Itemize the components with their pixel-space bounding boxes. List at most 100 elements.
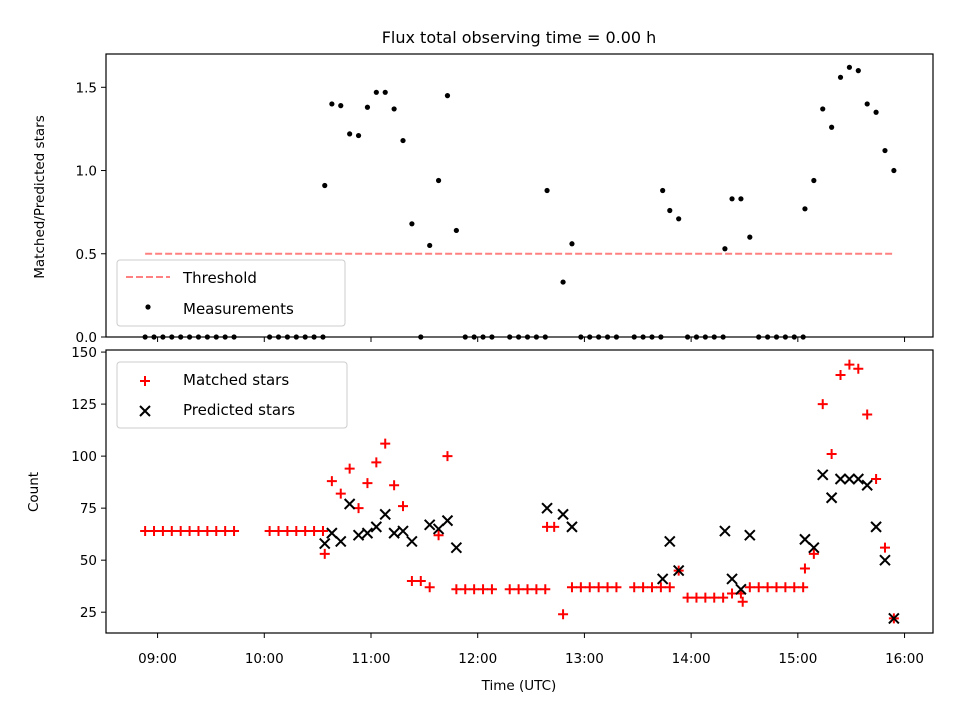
predicted-star-point	[566, 521, 578, 533]
matched-star-point	[737, 596, 748, 607]
measurement-point	[738, 196, 744, 202]
matched-star-point	[646, 582, 657, 593]
matched-star-point	[175, 526, 186, 537]
bottom-y-axis-label: Count	[26, 472, 42, 512]
predicted-star-point	[719, 525, 731, 537]
matched-star-point	[602, 582, 613, 593]
matched-star-point	[513, 584, 524, 595]
matched-star-point	[762, 582, 773, 593]
predicted-star-point	[343, 498, 356, 510]
matched-star-point	[460, 584, 471, 595]
legend-matched-label: Matched stars	[183, 371, 289, 389]
matched-star-point	[273, 526, 284, 537]
bottom-legend-box	[116, 361, 348, 429]
measurement-point	[891, 167, 897, 174]
top-y-tick-label: 0.0	[76, 330, 97, 346]
matched-star-point	[335, 488, 346, 499]
measurement-point	[667, 207, 673, 214]
matched-star-point	[389, 480, 400, 491]
matched-star-point	[844, 359, 855, 370]
predicted-star-point	[870, 521, 882, 533]
measurement-point	[820, 106, 826, 112]
bottom-x-axis-label: Time (UTC)	[481, 678, 557, 694]
matched-star-point	[798, 582, 809, 593]
measurement-point	[382, 89, 388, 95]
measurement-point	[329, 101, 335, 107]
matched-star-point	[433, 530, 444, 541]
measurement-point	[660, 187, 666, 194]
matched-star-point	[504, 584, 515, 595]
bottom-x-tick-label: 12:00	[458, 651, 497, 667]
matched-star-point	[326, 476, 337, 487]
predicted-star-point	[352, 529, 365, 541]
matched-star-point	[451, 584, 462, 595]
matched-star-point	[157, 526, 168, 537]
matched-star-point	[380, 438, 391, 449]
bottom-x-tick-label: 14:00	[672, 651, 711, 667]
measurement-point	[676, 216, 682, 222]
measurement-point	[837, 74, 844, 80]
matched-star-point	[682, 592, 693, 603]
measurement-point	[873, 109, 879, 115]
measurement-point	[322, 182, 328, 189]
predicted-star-point	[735, 583, 747, 596]
matched-star-point	[398, 501, 409, 512]
matched-star-point	[611, 582, 622, 593]
measurement-point	[427, 242, 433, 249]
matched-star-point	[371, 457, 382, 468]
predicted-star-point	[541, 502, 553, 514]
measurement-point	[544, 187, 550, 194]
bottom-plot-area: 25 50 75 100 125 150 09:00 10:00 11:00 12:00 13:00…	[71, 345, 934, 667]
matched-star-point	[344, 463, 355, 474]
top-plot-area: 0.0 0.5 1.0 1.5 Threshold Measurements	[76, 53, 934, 346]
bottom-axes-frame	[105, 349, 934, 634]
matched-star-point	[522, 584, 533, 595]
bottom-y-tick-label: 25	[80, 605, 97, 621]
measurement-point	[391, 106, 397, 112]
predicted-star-point	[370, 521, 383, 533]
matched-star-point	[442, 451, 453, 462]
predicted-star-point	[432, 523, 445, 535]
predicted-star-point	[825, 492, 838, 504]
matched-star-point	[744, 582, 755, 593]
matched-star-point	[789, 582, 800, 593]
predicted-star-point	[672, 564, 685, 577]
top-y-axis-label: Matched/Predicted stars	[32, 115, 48, 278]
measurement-point	[338, 103, 344, 109]
predicted-star-point	[888, 612, 900, 625]
bottom-x-tick-label: 09:00	[138, 651, 177, 667]
legend-matched-swatch	[140, 376, 150, 386]
measurement-point	[882, 147, 888, 154]
predicted-star-point	[879, 554, 891, 566]
measurement-point	[453, 227, 459, 234]
matched-star-point	[362, 478, 373, 489]
measurement-point	[364, 104, 371, 110]
measurement-point	[722, 246, 728, 252]
matched-star-point	[817, 399, 828, 410]
bottom-y-tick-label: 100	[71, 449, 97, 465]
predicted-star-point	[397, 525, 409, 537]
predicted-star-point	[808, 541, 820, 554]
matched-star-point	[202, 526, 213, 537]
matched-star-point	[406, 575, 417, 586]
measurement-point	[855, 68, 861, 74]
matched-star-point	[478, 584, 489, 595]
measurement-point	[864, 101, 870, 107]
matched-star-point	[220, 526, 231, 537]
matched-star-point	[593, 582, 604, 593]
matched-star-point	[753, 582, 764, 593]
top-axes-frame	[105, 53, 934, 338]
measurement-point	[347, 131, 353, 137]
top-y-tick-label: 0.5	[76, 247, 97, 263]
measurement-point	[802, 206, 808, 212]
matched-star-point	[835, 369, 846, 380]
matched-star-point	[638, 582, 649, 593]
predicted-star-point	[450, 541, 463, 554]
matched-star-point	[558, 609, 569, 620]
predicted-star-point	[799, 533, 811, 546]
predicted-star-point	[423, 519, 436, 531]
bottom-x-tick-label: 11:00	[352, 651, 391, 667]
matched-star-point	[853, 363, 864, 374]
matched-star-point	[584, 582, 595, 593]
